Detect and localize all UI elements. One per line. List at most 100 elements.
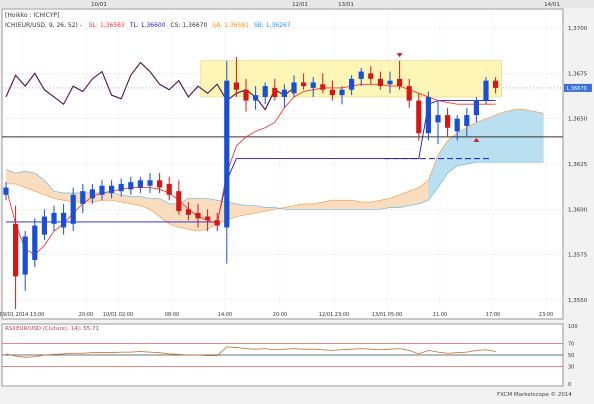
legend-indicator-label: ICH(EUR/USD, 9, 26, 52) - (5, 22, 82, 29)
candle-body (387, 80, 393, 85)
candle-body (80, 191, 86, 204)
top-date-label: 14/01 (544, 2, 560, 8)
rsi-label: RSI(EUR/USD (Cluture), 14): 55,71 (5, 326, 99, 332)
candle-body (368, 73, 374, 79)
time-tick-label: 13/01 05:00 (372, 312, 402, 318)
candle-body (445, 115, 451, 128)
candle-body (118, 183, 124, 192)
candle-body (320, 84, 326, 90)
time-tick-label: 10/01 02:00 (103, 312, 133, 318)
candle-body (301, 82, 307, 87)
candle-body (89, 189, 95, 199)
rsi-line (5, 346, 496, 358)
candle-body (454, 118, 460, 132)
candle-body (195, 212, 201, 219)
rsi-tick-label: 100 (568, 324, 578, 330)
candle-body (185, 209, 191, 215)
watermark: FXCM Marketscope © 2014 (497, 391, 572, 398)
legend-item: TL: 1,36600 (129, 22, 166, 29)
candle-body (464, 115, 470, 126)
candle-body (109, 185, 115, 193)
senkou-b-line (5, 161, 544, 210)
candle-body (377, 78, 383, 87)
price-tick-label: 1,3625 (568, 162, 588, 168)
signal-arrows (396, 53, 480, 142)
senkou-a-line (6, 109, 544, 232)
time-tick-label: 11:00 (433, 312, 447, 318)
candle-body (416, 100, 422, 134)
candle-body (358, 71, 364, 79)
indicator-line (5, 83, 496, 256)
legend-item: CS: 1,36670 (171, 22, 208, 29)
time-axis: 09/01 2014 13:00 20:00 10/01 02:00 08:00 14:… (0, 312, 553, 318)
price-tick-label: 1,3650 (568, 117, 588, 123)
candle-body (147, 180, 153, 186)
rsi-indicator: 100 70 50 30 0 (2, 324, 578, 388)
ichimoku-cloud (5, 109, 544, 232)
candle-body (176, 191, 182, 212)
buy-arrow-icon (473, 137, 480, 142)
candle-body (41, 216, 47, 235)
candle-body (51, 212, 57, 224)
current-price-badge (564, 83, 592, 92)
candle-body (70, 194, 76, 224)
candle-body (406, 86, 412, 101)
time-tick-label: 09/01 2014 13:00 (0, 312, 44, 318)
rsi-tick-label: 30 (568, 365, 574, 371)
rsi-tick-label: 50 (568, 353, 574, 359)
time-tick-label: 14:00 (218, 312, 232, 318)
price-axis: 1,3700 1,3675 1,3650 1,3625 1,3600 1,3575 1,35… (564, 26, 592, 304)
rsi-tick-label: 70 (568, 341, 574, 347)
cloud-fill-bullish (428, 109, 544, 201)
candle-body (253, 95, 259, 101)
sell-arrow-icon (396, 53, 403, 58)
candle-body (214, 220, 220, 226)
candle-body (262, 86, 268, 97)
candles (3, 57, 499, 309)
price-tick-label: 1,3700 (568, 26, 588, 32)
candle-body (99, 185, 105, 195)
candle-body (22, 236, 28, 275)
candle-body (349, 78, 355, 90)
candle-body (61, 212, 67, 228)
legend-item: SA: 1,36581 (212, 22, 249, 29)
candle-body (310, 82, 316, 88)
indicator-line (6, 100, 496, 223)
rsi-tick-label: 0 (568, 382, 571, 388)
candle-body (3, 187, 9, 195)
candle-body (339, 89, 345, 96)
candle-body (473, 100, 479, 116)
time-tick-label: 08:00 (165, 312, 179, 318)
support-line (2, 136, 563, 160)
window-title: [Hoikko : ICHICYP] (5, 12, 59, 19)
indicator-legend: ICH(EUR/USD, 9, 26, 52) - SL: 1,36563 TL:… (5, 22, 291, 29)
price-tick-label: 1,3575 (568, 253, 588, 259)
candle-body (243, 89, 249, 101)
time-tick-label: 20:00 (273, 312, 287, 318)
candle-body (128, 182, 134, 190)
candle-body (32, 225, 38, 261)
candle-body (166, 183, 172, 195)
candle-body (493, 80, 499, 88)
candle-body (281, 89, 287, 97)
time-tick-label: 20:00 (79, 312, 93, 318)
legend-item: SB: 1,36267 (254, 22, 291, 29)
candle-body (233, 82, 239, 90)
price-tick-label: 1,3600 (568, 207, 588, 213)
legend-item: SL: 1,36563 (89, 22, 125, 29)
cloud-fill (6, 109, 544, 232)
candle-body (13, 223, 19, 277)
current-price-label: 1,36670 (566, 86, 587, 92)
top-date-label: 12/01 (292, 2, 308, 8)
candle-body (425, 96, 431, 134)
price-tick-label: 1,3550 (568, 298, 588, 304)
candle-body (272, 87, 278, 97)
candle-body (137, 180, 143, 188)
candle-body (224, 80, 230, 228)
candle-body (483, 80, 489, 101)
candle-body (291, 82, 297, 94)
candle-body (205, 216, 211, 221)
candle-body (435, 115, 441, 123)
